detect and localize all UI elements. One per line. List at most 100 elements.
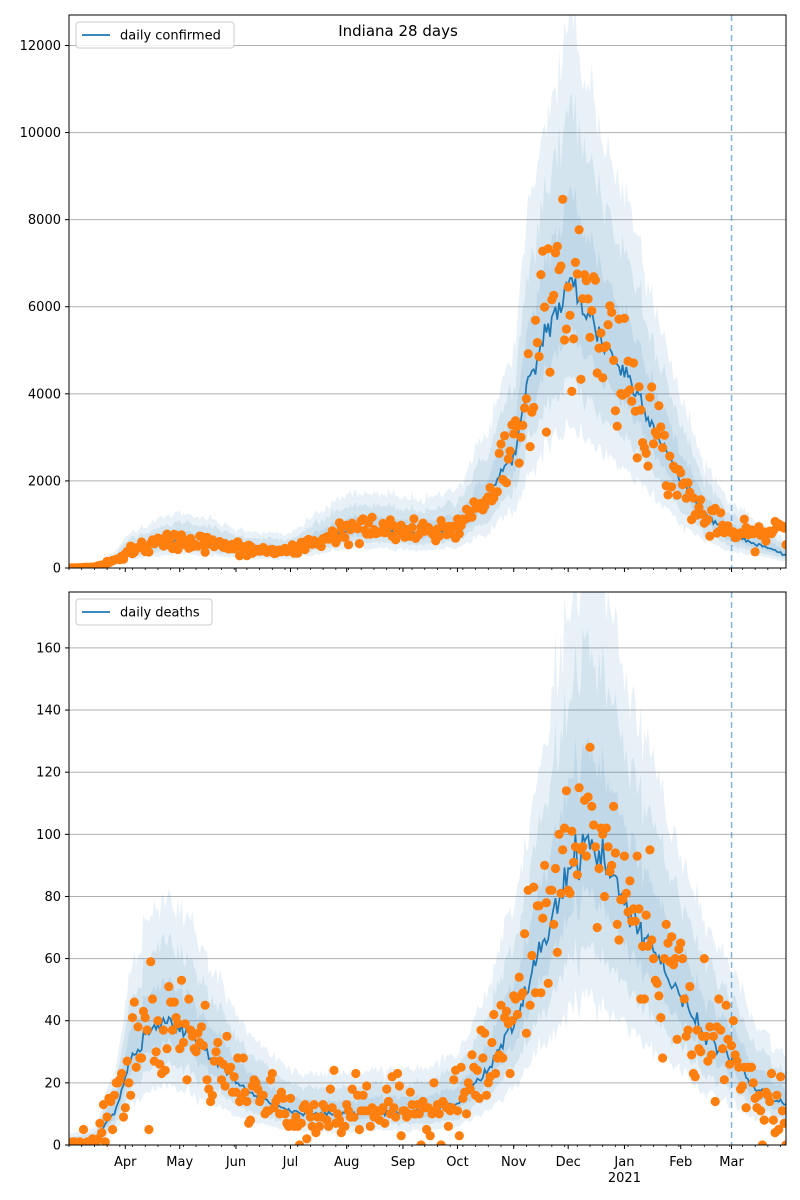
- observed-point: [309, 1100, 319, 1110]
- observed-point: [717, 1044, 728, 1054]
- observed-point: [180, 1019, 190, 1029]
- observed-point: [558, 845, 568, 855]
- observed-point: [133, 1022, 143, 1032]
- observed-points: [69, 194, 786, 568]
- observed-point: [641, 910, 651, 920]
- observed-point: [540, 302, 550, 312]
- observed-point: [226, 1062, 236, 1072]
- observed-point: [781, 1140, 786, 1145]
- observed-point: [647, 382, 657, 392]
- observed-point: [672, 1034, 682, 1044]
- observed-point: [578, 842, 588, 852]
- y-tick-label: 120: [36, 766, 61, 781]
- observed-point: [567, 386, 577, 396]
- observed-point: [434, 1109, 444, 1119]
- observed-point: [491, 1068, 501, 1079]
- observed-point: [759, 1115, 769, 1125]
- observed-point: [641, 448, 651, 458]
- observed-point: [583, 792, 593, 802]
- observed-point: [365, 1121, 375, 1131]
- observed-point: [547, 885, 557, 895]
- observed-point: [122, 1056, 132, 1066]
- observed-point: [176, 975, 187, 985]
- observed-point: [294, 1140, 305, 1145]
- observed-point: [354, 1124, 364, 1135]
- observed-point: [703, 515, 713, 525]
- observed-point: [449, 522, 459, 532]
- observed-point: [153, 1016, 163, 1026]
- observed-point: [665, 451, 675, 461]
- observed-point: [746, 1062, 757, 1072]
- observed-point: [144, 547, 154, 557]
- observed-point: [603, 842, 613, 852]
- observed-point: [425, 1131, 435, 1141]
- observed-point: [610, 848, 621, 858]
- observed-point: [761, 536, 771, 546]
- observed-point: [507, 1016, 517, 1026]
- observed-point: [690, 1072, 700, 1082]
- observed-point: [95, 1118, 105, 1128]
- observed-point: [146, 957, 156, 967]
- observed-point: [478, 1053, 488, 1063]
- observed-point: [131, 1062, 141, 1072]
- observed-point: [663, 490, 673, 500]
- y-tick-label: 0: [53, 562, 61, 577]
- observed-point: [242, 1096, 252, 1107]
- observed-point: [452, 1106, 463, 1116]
- panel-2: 0 20 40 60 80 100 120 140 160 daily deaths: [36, 591, 787, 1154]
- observed-point: [530, 315, 541, 325]
- observed-point: [324, 1121, 334, 1131]
- observed-point: [137, 1053, 147, 1063]
- observed-point: [625, 385, 635, 395]
- observed-point: [705, 1022, 715, 1032]
- observed-point: [634, 382, 644, 392]
- observed-point: [320, 1103, 330, 1113]
- y-tick-label: 100: [36, 828, 61, 843]
- observed-point: [625, 876, 635, 886]
- observed-point: [340, 1121, 350, 1131]
- x-tick-label: May: [166, 1155, 193, 1170]
- observed-point: [160, 1065, 170, 1075]
- observed-point: [501, 478, 512, 488]
- observed-point: [173, 1019, 183, 1029]
- y-tick-label: 12000: [20, 39, 61, 54]
- x-tick-label: Aug: [334, 1155, 359, 1170]
- observed-point: [120, 1103, 130, 1113]
- observed-point: [599, 891, 610, 902]
- observed-point: [147, 994, 158, 1004]
- observed-point: [487, 1037, 497, 1048]
- observed-point: [648, 954, 659, 964]
- observed-point: [523, 349, 533, 359]
- observed-point: [676, 938, 686, 948]
- observed-point: [601, 823, 611, 833]
- observed-point: [416, 1140, 426, 1145]
- observed-point: [643, 461, 653, 471]
- observed-point: [667, 932, 677, 942]
- observed-point: [162, 1044, 172, 1054]
- observed-point: [300, 545, 310, 555]
- y-tick-label: 4000: [28, 387, 61, 402]
- observed-point: [151, 1047, 161, 1057]
- observed-point: [516, 432, 526, 442]
- band-2: [69, 627, 786, 1145]
- observed-point: [202, 1075, 212, 1085]
- observed-point: [220, 1081, 230, 1091]
- observed-point: [621, 888, 631, 899]
- observed-point: [100, 1137, 110, 1145]
- observed-point: [768, 1115, 778, 1125]
- observed-point: [278, 1093, 288, 1103]
- observed-point: [378, 1103, 388, 1113]
- observed-point: [707, 1050, 717, 1060]
- y-tick-label: 20: [44, 1076, 61, 1091]
- observed-point: [688, 493, 699, 503]
- observed-point: [536, 270, 546, 280]
- observed-point: [238, 1053, 248, 1063]
- observed-point: [748, 1078, 758, 1088]
- observed-point: [598, 373, 608, 383]
- observed-point: [647, 935, 657, 945]
- observed-point: [776, 1072, 786, 1082]
- observed-point: [362, 1081, 372, 1091]
- observed-point: [572, 870, 582, 880]
- observed-point: [705, 531, 715, 541]
- chart-title: Indiana 28 days: [338, 22, 458, 40]
